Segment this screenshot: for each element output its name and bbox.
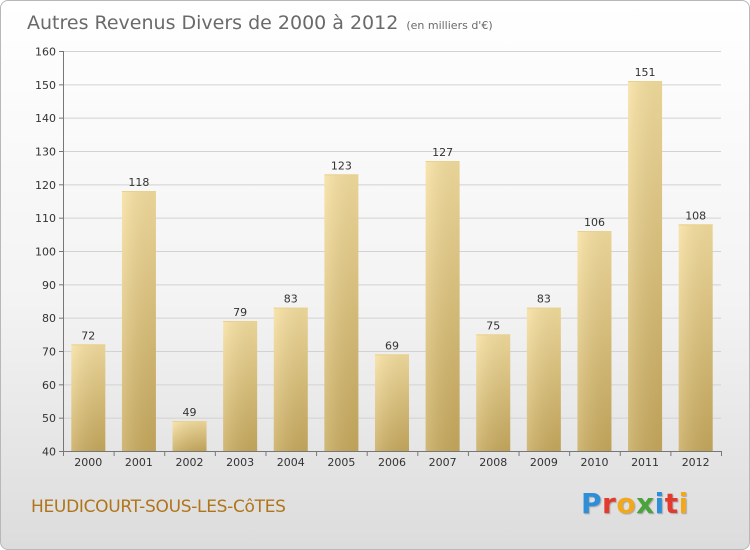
y-tick-label: 130 [35,146,56,159]
bar-shade-2007 [425,161,460,451]
logo-letter: t [664,487,679,520]
y-tick-label: 110 [35,212,56,225]
value-label-2011: 151 [635,66,656,79]
value-label-2005: 123 [331,159,352,172]
y-tick-label: 160 [35,46,56,59]
value-label-2010: 106 [584,216,605,229]
proxiti-logo: Proxiti [581,487,689,520]
value-label-2000: 72 [81,329,95,342]
logo-letter: o [616,487,637,520]
x-tick-label-2005: 2005 [327,456,355,469]
value-label-2007: 127 [432,146,453,159]
bar-shade-2012 [678,224,713,451]
y-tick-label: 90 [42,279,56,292]
value-label-2002: 49 [183,406,197,419]
bar-shade-2005 [324,174,359,452]
y-axis: 40 50 60 70 80 90 100 110 120 130 140 150 160 [35,46,64,459]
bar-shade-2006 [375,354,409,451]
bar-shade-2011 [628,81,663,451]
grid-lines [63,51,721,452]
logo-letter: P [581,487,603,520]
value-label-2009: 83 [537,293,551,306]
y-tick-label: 40 [42,446,56,459]
x-tick-label-2012: 2012 [682,456,710,469]
bar-shade-2002 [172,421,207,451]
bar-shade-2009 [526,307,561,451]
chart-title: Autres Revenus Divers de 2000 à 2012 [27,12,398,34]
x-tick-label-2009: 2009 [530,456,558,469]
bar-shade-2003 [223,321,258,451]
logo-letter: x [636,487,655,520]
logo-letter: i [678,487,689,520]
y-tick-label: 100 [35,246,56,259]
bar-shade-2008 [476,334,511,451]
x-axis: 2000 2001 2002 2003 2004 2005 2006 2007 2008 2009… [63,451,722,469]
bar-shade-2004 [273,307,308,451]
y-tick-label: 60 [42,379,56,392]
value-label-2003: 79 [233,306,247,319]
bar-shade-2010 [577,231,612,451]
y-tick-label: 150 [35,79,56,92]
y-tick-label: 80 [42,312,56,325]
x-tick-label-2010: 2010 [580,456,608,469]
x-tick-label-2003: 2003 [226,456,254,469]
chart-unit-note: (en milliers d'€) [406,19,492,32]
x-tick-label-2006: 2006 [378,456,406,469]
logo-letter: i [654,487,665,520]
bar-shade-2000 [71,344,106,451]
y-tick-label: 120 [35,179,56,192]
value-label-2012: 108 [685,209,706,222]
bars: 72 118 49 79 83 123 69 127 75 83 106 151 108 [71,66,713,452]
y-tick-label: 50 [42,412,56,425]
value-label-2008: 75 [486,319,500,332]
y-tick-label: 140 [35,112,56,125]
location-name: HEUDICOURT-SOUS-LES-CôTES [31,497,286,517]
value-label-2004: 83 [284,293,298,306]
logo-letter: r [602,487,617,520]
value-label-2006: 69 [385,339,399,352]
x-tick-label-2007: 2007 [429,456,457,469]
value-label-2001: 118 [128,176,149,189]
x-tick-label-2008: 2008 [479,456,507,469]
x-tick-label-2004: 2004 [277,456,305,469]
bar-shade-2001 [121,191,156,451]
x-tick-label-2001: 2001 [125,456,153,469]
y-tick-label: 70 [42,346,56,359]
x-tick-label-2002: 2002 [176,456,204,469]
x-tick-label-2011: 2011 [631,456,659,469]
x-tick-label-2000: 2000 [74,456,102,469]
